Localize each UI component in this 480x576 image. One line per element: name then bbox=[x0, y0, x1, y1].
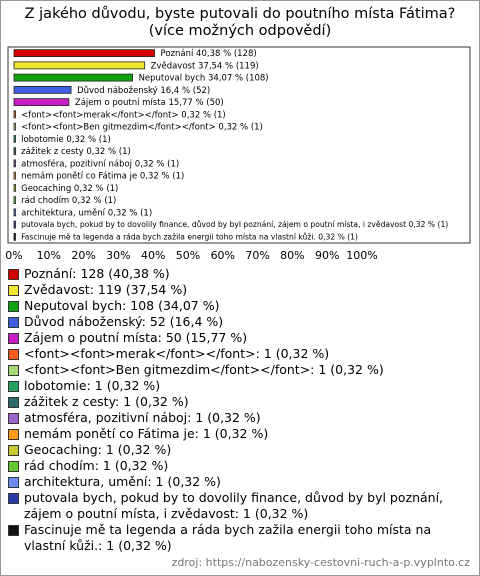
bar bbox=[13, 61, 146, 70]
legend-item: Neputoval bych: 108 (34,07 %) bbox=[8, 298, 470, 314]
bar-label: zážitek z cesty 0,32 % (1) bbox=[21, 147, 131, 157]
legend-item: Zájem o poutní místa: 50 (15,77 %) bbox=[8, 330, 470, 346]
legend-item: Geocaching: 1 (0,32 %) bbox=[8, 442, 470, 458]
legend-label: zážitek z cesty: 1 (0,32 %) bbox=[24, 394, 189, 409]
x-tick-label: 0% bbox=[5, 249, 22, 262]
bar-label: Fascinuje mě ta legenda a ráda bych zaži… bbox=[21, 232, 358, 241]
legend-label: <font><font>merak</font></font>: 1 (0,32… bbox=[24, 346, 330, 361]
legend-label: Zvědavost: 119 (37,54 %) bbox=[24, 282, 188, 297]
bar bbox=[13, 232, 16, 241]
legend-label: Fascinuje mě ta legenda a ráda bych zaži… bbox=[24, 522, 432, 553]
legend-item: Zvědavost: 119 (37,54 %) bbox=[8, 282, 470, 298]
bar-label: Poznání 40,38 % (128) bbox=[161, 49, 257, 59]
legend-swatch bbox=[8, 349, 19, 360]
legend-swatch bbox=[8, 429, 19, 440]
x-tick-label: 10% bbox=[37, 249, 61, 262]
legend-swatch bbox=[8, 525, 19, 536]
source: zdroj: https://nabozensky-cestovni-ruch-… bbox=[171, 556, 470, 569]
legend-item: putovala bych, pokud by to dovolily fina… bbox=[8, 490, 470, 522]
bar bbox=[13, 73, 133, 82]
legend-swatch bbox=[8, 285, 19, 296]
legend-label: putovala bych, pokud by to dovolily fina… bbox=[24, 490, 444, 521]
x-tick-label: 20% bbox=[71, 249, 95, 262]
bar-label: rád chodím 0,32 % (1) bbox=[21, 196, 116, 206]
legend-swatch bbox=[8, 477, 19, 488]
chart: 0% 10% 20% 30% 40% 50% 60% 70% 80% 90% 100% Poznání… bbox=[5, 46, 471, 262]
legend-label: Zájem o poutní místa: 50 (15,77 %) bbox=[24, 330, 248, 345]
bar bbox=[13, 147, 16, 156]
legend: Poznání: 128 (40,38 %) Zvědavost: 119 (37… bbox=[8, 266, 470, 554]
legend-item: atmosféra, pozitivní náboj: 1 (0,32 %) bbox=[8, 410, 470, 426]
legend-swatch bbox=[8, 301, 19, 312]
bar bbox=[13, 49, 155, 58]
bar bbox=[13, 134, 16, 143]
legend-label: lobotomie: 1 (0,32 %) bbox=[24, 378, 161, 393]
legend-item: Důvod náboženský: 52 (16,4 %) bbox=[8, 314, 470, 330]
bar-label: <font><font>Ben gitmezdim</font></font> … bbox=[21, 123, 263, 133]
bar-label: Zvědavost 37,54 % (119) bbox=[151, 61, 259, 71]
chart-title: Z jakého důvodu, byste putovali do poutn… bbox=[24, 6, 456, 39]
bar bbox=[13, 110, 16, 119]
legend-label: Poznání: 128 (40,38 %) bbox=[24, 266, 170, 281]
bar bbox=[13, 98, 70, 107]
legend-swatch bbox=[8, 333, 19, 344]
x-tick-label: 40% bbox=[141, 249, 165, 262]
bar bbox=[13, 122, 16, 131]
bar-label: architektura, umění 0,32 % (1) bbox=[21, 208, 152, 218]
legend-label: Neputoval bych: 108 (34,07 %) bbox=[24, 298, 220, 313]
bar bbox=[13, 220, 16, 229]
legend-label: Důvod náboženský: 52 (16,4 %) bbox=[24, 314, 224, 329]
x-tick-label: 50% bbox=[176, 249, 200, 262]
x-tick-label: 100% bbox=[346, 249, 377, 262]
bar-label: putovala bych, pokud by to dovolily fina… bbox=[21, 220, 448, 229]
legend-label: <font><font>Ben gitmezdim</font></font>:… bbox=[24, 362, 384, 377]
bar-label: <font><font>merak</font></font> 0,32 % (… bbox=[21, 110, 226, 120]
legend-swatch bbox=[8, 493, 19, 504]
bar-label: atmosféra, pozitivní náboj 0,32 % (1) bbox=[21, 158, 179, 169]
legend-label: atmosféra, pozitivní náboj: 1 (0,32 %) bbox=[24, 410, 261, 425]
legend-item: rád chodím: 1 (0,32 %) bbox=[8, 458, 470, 474]
legend-label: Geocaching: 1 (0,32 %) bbox=[24, 442, 172, 457]
bar bbox=[13, 196, 16, 205]
legend-label: architektura, umění: 1 (0,32 %) bbox=[24, 474, 221, 489]
legend-item: nemám ponětí co Fátima je: 1 (0,32 %) bbox=[8, 426, 470, 442]
legend-swatch bbox=[8, 317, 19, 328]
legend-swatch bbox=[8, 413, 19, 424]
bar-label: Neputoval bych 34,07 % (108) bbox=[139, 74, 269, 84]
legend-label: nemám ponětí co Fátima je: 1 (0,32 %) bbox=[24, 426, 269, 441]
legend-item: Poznání: 128 (40,38 %) bbox=[8, 266, 470, 282]
legend-item: Fascinuje mě ta legenda a ráda bych zaži… bbox=[8, 522, 470, 554]
legend-item: zážitek z cesty: 1 (0,32 %) bbox=[8, 394, 470, 410]
bar-label: lobotomie 0,32 % (1) bbox=[21, 135, 111, 145]
legend-item: <font><font>merak</font></font>: 1 (0,32… bbox=[8, 346, 470, 362]
bar bbox=[13, 171, 16, 180]
bar-label: Důvod náboženský 16,4 % (52) bbox=[77, 85, 210, 96]
legend-swatch bbox=[8, 365, 19, 376]
legend-swatch bbox=[8, 461, 19, 472]
x-tick-label: 80% bbox=[280, 249, 304, 262]
bar bbox=[13, 85, 72, 94]
bar-label: Zájem o poutní místa 15,77 % (50) bbox=[75, 98, 224, 108]
x-tick-label: 60% bbox=[211, 249, 235, 262]
legend-swatch bbox=[8, 445, 19, 456]
x-tick-label: 90% bbox=[315, 249, 339, 262]
legend-swatch bbox=[8, 381, 19, 392]
bar bbox=[13, 183, 16, 192]
bar bbox=[13, 208, 16, 217]
x-tick-label: 70% bbox=[245, 249, 269, 262]
bar-label: Geocaching 0,32 % (1) bbox=[21, 184, 118, 194]
bar-label: nemám ponětí co Fátima je 0,32 % (1) bbox=[21, 172, 184, 182]
legend-item: lobotomie: 1 (0,32 %) bbox=[8, 378, 470, 394]
x-tick-label: 30% bbox=[106, 249, 130, 262]
legend-swatch bbox=[8, 269, 19, 280]
bar bbox=[13, 159, 16, 168]
legend-item: <font><font>Ben gitmezdim</font></font>:… bbox=[8, 362, 470, 378]
legend-label: rád chodím: 1 (0,32 %) bbox=[24, 458, 169, 473]
legend-item: architektura, umění: 1 (0,32 %) bbox=[8, 474, 470, 490]
legend-swatch bbox=[8, 397, 19, 408]
